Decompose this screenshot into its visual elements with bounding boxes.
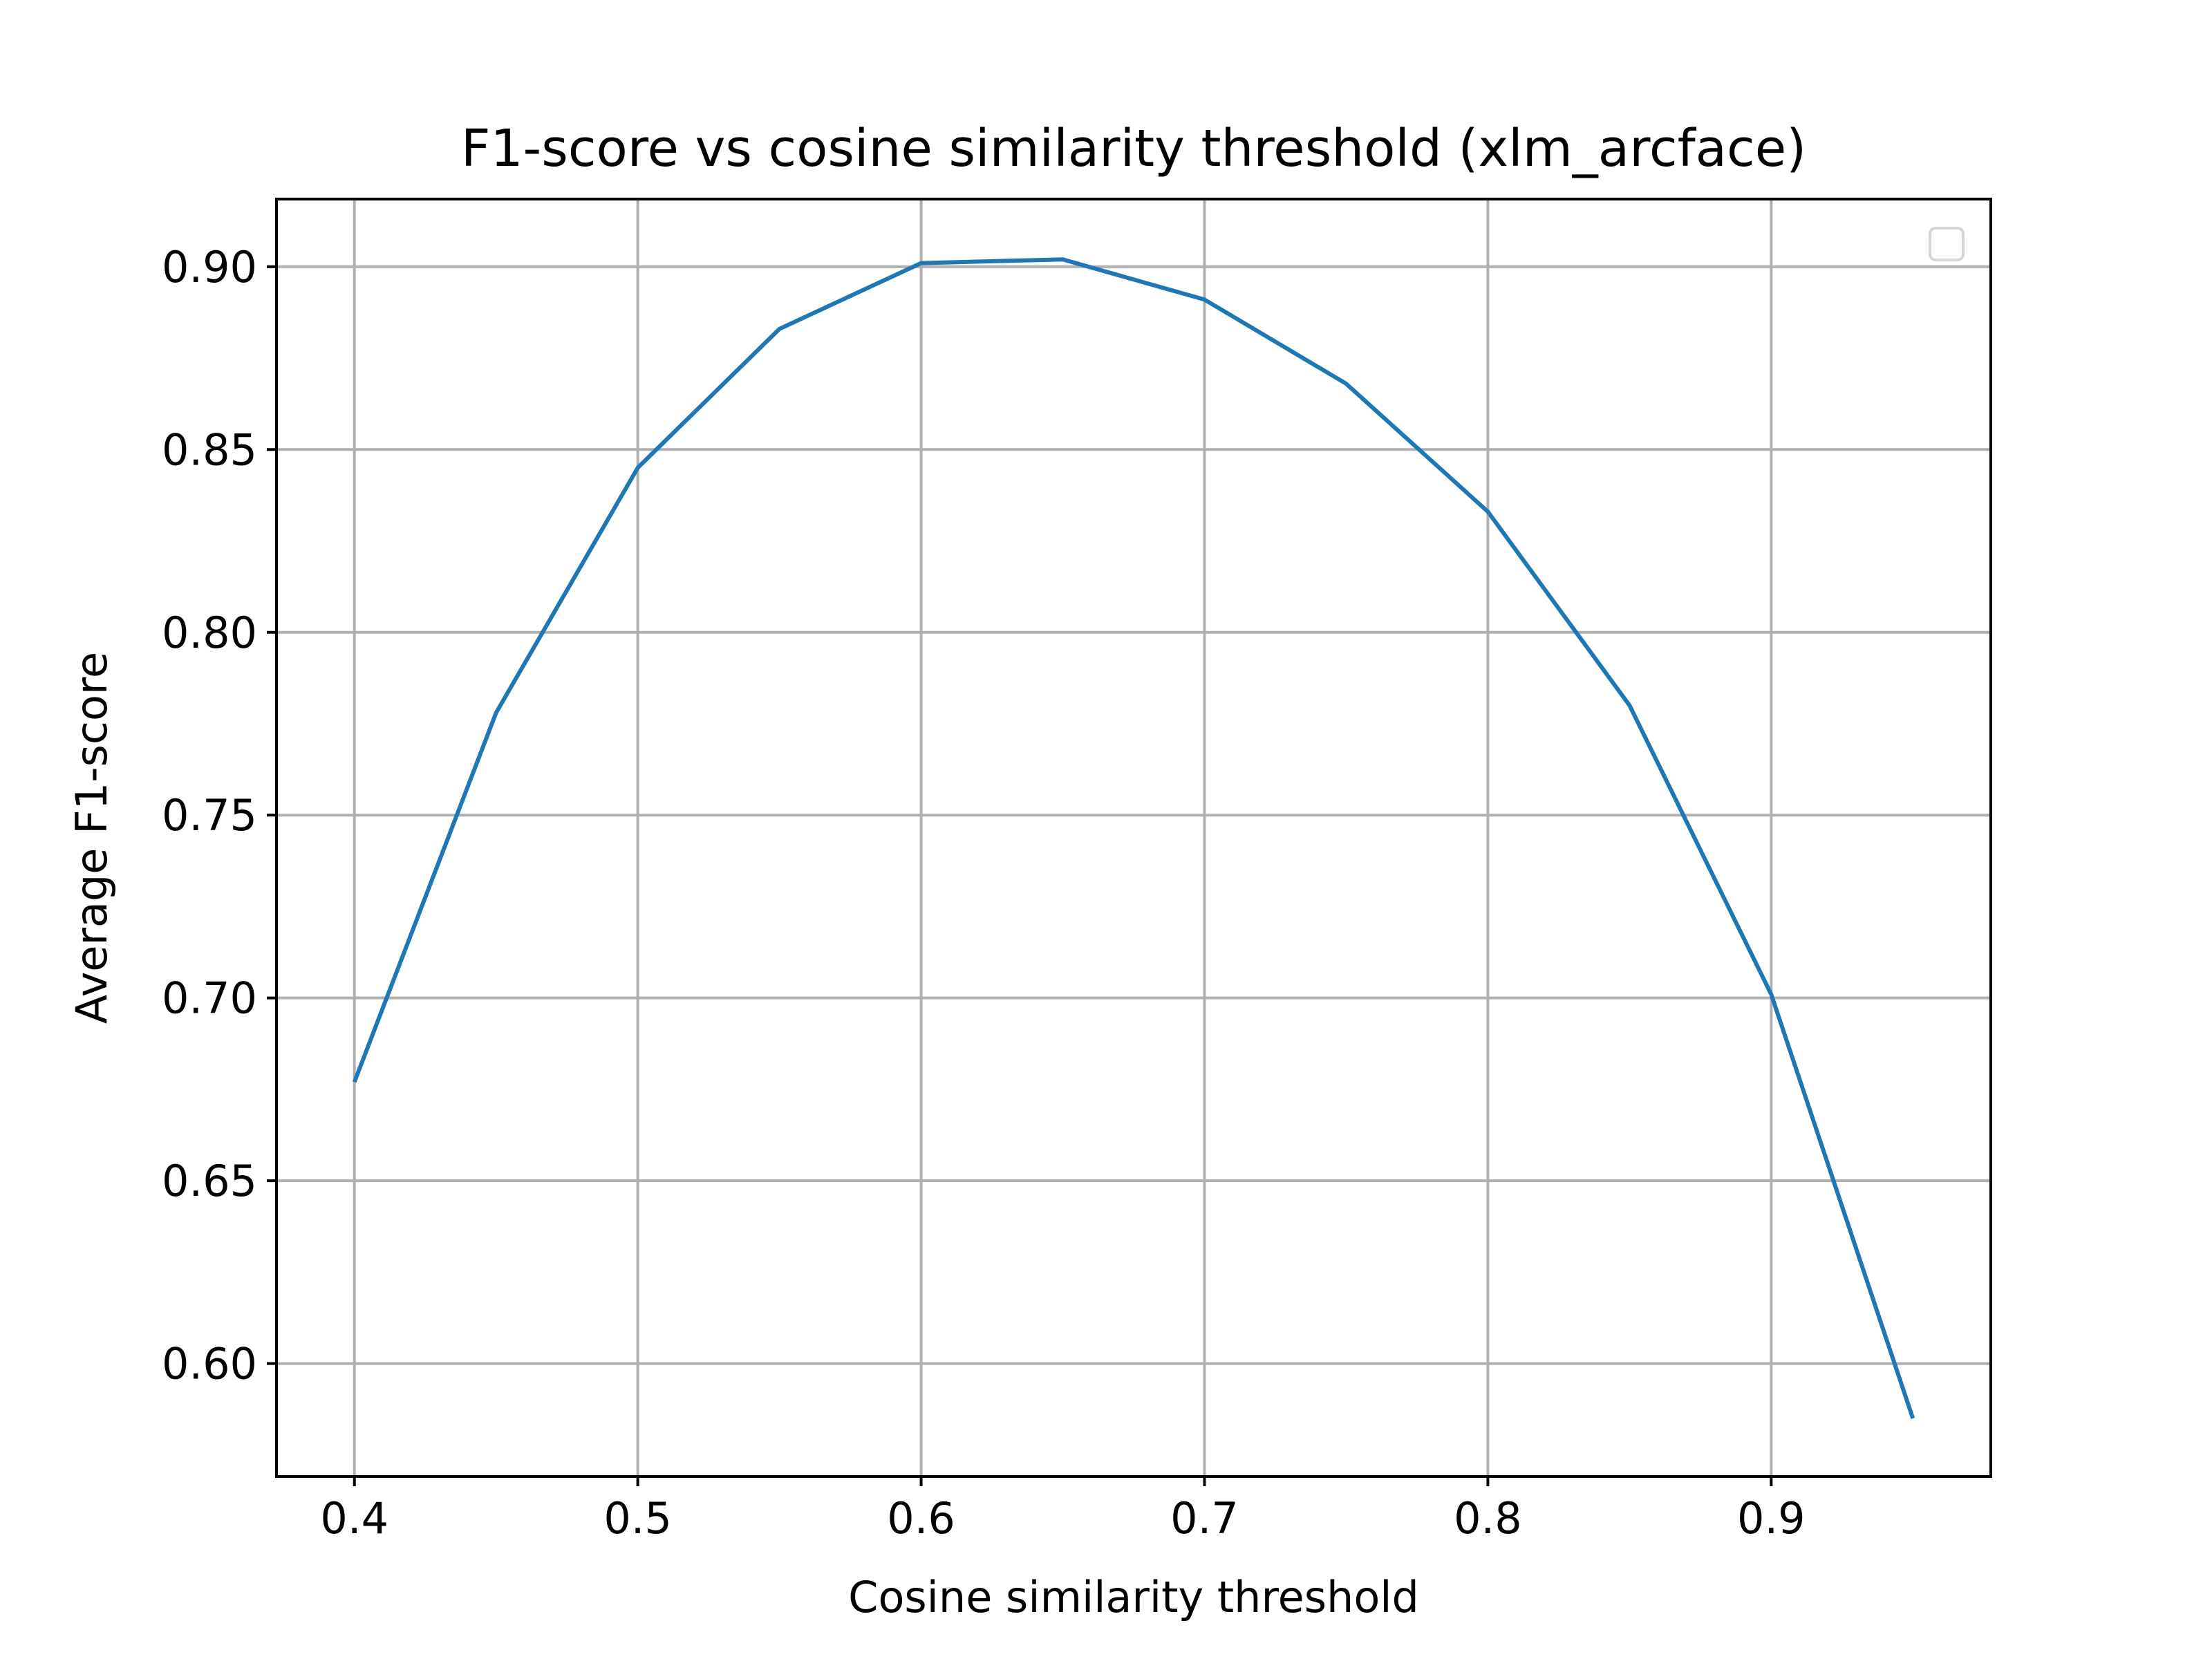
ticks: 0.4 0.5 0.6 0.7 0.8 0.9 0.60 0.65 0.70 0.75 0.80 0.…: [162, 242, 1806, 1544]
y-tick-label: 0.90: [162, 242, 257, 292]
legend: [1929, 227, 1965, 261]
y-tick-label: 0.65: [162, 1156, 257, 1206]
x-axis-label: Cosine similarity threshold: [848, 1572, 1419, 1622]
y-tick-label: 0.80: [162, 608, 257, 658]
y-tick-label: 0.70: [162, 973, 257, 1024]
plot-frame: [275, 198, 1992, 1478]
y-tick-label: 0.60: [162, 1339, 257, 1389]
grid: [276, 199, 1991, 1477]
y-tick-label: 0.85: [162, 424, 257, 475]
x-tick-label: 0.5: [603, 1493, 672, 1544]
y-axis-label: Average F1-score: [66, 652, 117, 1024]
series-layer: [352, 257, 1915, 1419]
x-tick-label: 0.7: [1170, 1493, 1239, 1544]
chart-title: F1-score vs cosine similarity threshold …: [461, 119, 1806, 178]
y-tick-label: 0.75: [162, 790, 257, 841]
x-tick-label: 0.4: [320, 1493, 388, 1544]
x-tick-label: 0.6: [887, 1493, 955, 1544]
series-line: [352, 257, 1915, 1419]
x-tick-label: 0.9: [1737, 1493, 1806, 1544]
x-tick-label: 0.8: [1454, 1493, 1522, 1544]
